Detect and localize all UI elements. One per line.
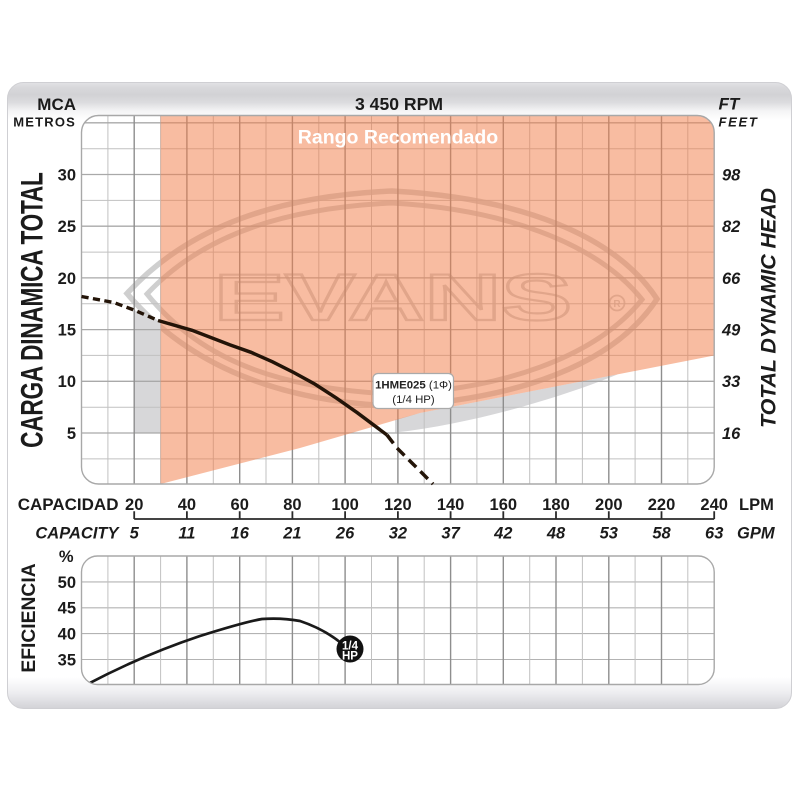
svg-text:37: 37 <box>441 524 460 542</box>
svg-text:GPM: GPM <box>737 524 776 542</box>
svg-text:58: 58 <box>652 524 671 542</box>
svg-text:53: 53 <box>600 524 618 542</box>
svg-text:32: 32 <box>389 524 407 542</box>
svg-text:Rango Recomendado: Rango Recomendado <box>298 127 499 149</box>
svg-text:33: 33 <box>722 373 740 391</box>
svg-text:80: 80 <box>283 496 301 514</box>
svg-text:CAPACIDAD: CAPACIDAD <box>18 495 119 514</box>
svg-text:HP: HP <box>342 650 358 662</box>
svg-text:48: 48 <box>546 524 566 542</box>
svg-text:20: 20 <box>58 270 76 288</box>
svg-text:15: 15 <box>58 322 76 340</box>
svg-text:20: 20 <box>125 496 143 514</box>
svg-text:100: 100 <box>331 496 359 514</box>
svg-text:240: 240 <box>700 496 728 514</box>
svg-text:21: 21 <box>282 524 301 542</box>
svg-text:40: 40 <box>178 496 196 514</box>
svg-text:1/4: 1/4 <box>342 641 359 653</box>
svg-text:160: 160 <box>490 496 518 514</box>
svg-text:42: 42 <box>493 524 512 542</box>
svg-text:98: 98 <box>722 166 741 184</box>
svg-text:35: 35 <box>58 651 76 669</box>
svg-text:1HME025 (1Φ): 1HME025 (1Φ) <box>375 380 452 392</box>
svg-text:3 450 RPM: 3 450 RPM <box>355 94 443 114</box>
svg-text:40: 40 <box>58 626 76 644</box>
svg-text:TOTAL DYNAMIC HEAD: TOTAL DYNAMIC HEAD <box>757 188 781 428</box>
svg-text:16: 16 <box>231 524 250 542</box>
svg-text:60: 60 <box>231 496 249 514</box>
svg-text:26: 26 <box>335 524 355 542</box>
svg-text:CARGA DINAMICA TOTAL: CARGA DINAMICA TOTAL <box>14 172 50 448</box>
svg-text:EFICIENCIA: EFICIENCIA <box>19 563 40 672</box>
svg-text:5: 5 <box>67 425 76 443</box>
svg-text:16: 16 <box>722 425 741 443</box>
svg-text:FT: FT <box>719 95 741 114</box>
svg-text:FEET: FEET <box>719 115 759 130</box>
svg-text:10: 10 <box>58 373 76 391</box>
svg-text:25: 25 <box>58 218 76 236</box>
svg-text:180: 180 <box>542 496 570 514</box>
svg-text:82: 82 <box>722 218 740 236</box>
svg-text:METROS: METROS <box>13 115 76 130</box>
svg-text:30: 30 <box>58 166 76 184</box>
svg-text:(1/4 HP): (1/4 HP) <box>392 394 435 406</box>
svg-text:MCA: MCA <box>37 95 76 114</box>
svg-text:120: 120 <box>384 496 412 514</box>
svg-text:CAPACITY: CAPACITY <box>35 524 120 542</box>
svg-text:140: 140 <box>437 496 465 514</box>
svg-text:%: % <box>59 548 74 566</box>
svg-text:200: 200 <box>595 496 623 514</box>
svg-text:49: 49 <box>721 322 741 340</box>
svg-text:11: 11 <box>178 524 195 542</box>
svg-text:63: 63 <box>705 524 723 542</box>
svg-text:45: 45 <box>58 600 76 618</box>
svg-text:5: 5 <box>130 524 140 542</box>
svg-text:66: 66 <box>722 270 741 288</box>
svg-text:50: 50 <box>58 574 76 592</box>
svg-text:220: 220 <box>648 496 676 514</box>
svg-text:LPM: LPM <box>739 496 774 514</box>
